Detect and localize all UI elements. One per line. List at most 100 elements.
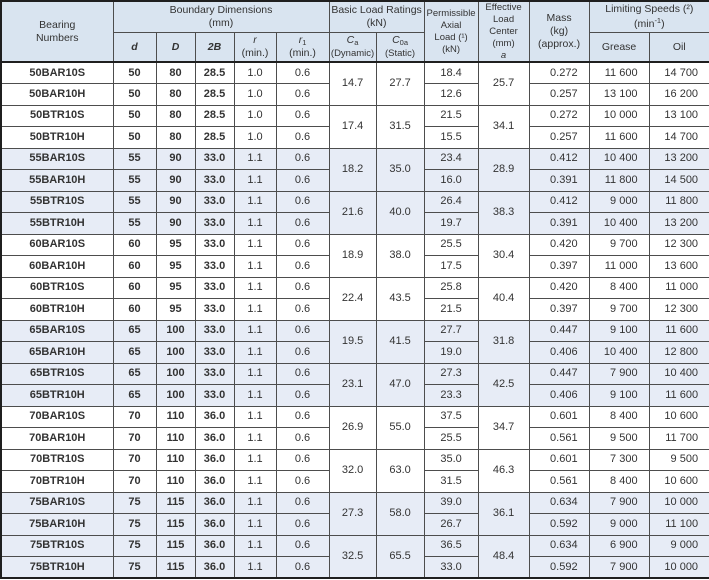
- static-rating: 43.5: [375, 276, 425, 321]
- bearing-number: 70BAR10H: [0, 427, 114, 450]
- speed-oil: 10 600: [648, 405, 709, 429]
- speed-oil: 9 500: [648, 448, 709, 472]
- table-row: 65BAR10S 65 100 33.0 1.1 0.6 19.5 41.5 27.7 31.8 0…: [0, 319, 709, 364]
- mass: 0.272: [528, 104, 590, 128]
- speed-oil: 13 200: [648, 212, 709, 235]
- speed-oil: 13 200: [648, 147, 709, 171]
- dim-r: 1.1: [233, 298, 277, 321]
- dim-D: 115: [155, 534, 196, 558]
- dim-d: 60: [112, 233, 157, 257]
- speed-grease: 8 400: [588, 405, 650, 429]
- speed-oil: 13 100: [648, 104, 709, 128]
- bearing-number: 65BAR10S: [0, 319, 114, 343]
- dim-D: 95: [155, 255, 196, 278]
- speed-grease: 10 400: [588, 212, 650, 235]
- mass: 0.592: [528, 513, 590, 536]
- speed-grease: 7 900: [588, 362, 650, 386]
- dim-r1: 0.6: [275, 83, 330, 106]
- speed-grease: 11 600: [588, 126, 650, 149]
- speed-grease: 13 100: [588, 83, 650, 106]
- table-row: 50BTR10H 50 80 28.5 1.0 0.6 15.5 0.257 11 600 14 …: [0, 126, 709, 149]
- bearing-number: 55BAR10H: [0, 169, 114, 192]
- dim-r: 1.1: [233, 513, 277, 536]
- axial-load: 26.4: [423, 190, 479, 214]
- axial-load: 21.5: [423, 104, 479, 128]
- dim-D: 90: [155, 190, 196, 214]
- mass: 0.257: [528, 83, 590, 106]
- dim-2B: 36.0: [194, 405, 235, 429]
- header-col-oil: Oil: [648, 32, 709, 63]
- dynamic-rating: 17.4: [328, 104, 377, 149]
- axial-load: 36.5: [423, 534, 479, 558]
- speed-oil: 14 500: [648, 169, 709, 192]
- speed-grease: 9 000: [588, 513, 650, 536]
- bearing-number: 50BAR10S: [0, 61, 114, 85]
- dim-2B: 33.0: [194, 362, 235, 386]
- header-col-static: C0a (Static): [375, 32, 425, 63]
- dim-2B: 33.0: [194, 169, 235, 192]
- load-center: 25.7: [477, 61, 530, 106]
- dim-D: 115: [155, 556, 196, 579]
- dim-D: 110: [155, 427, 196, 450]
- dim-r1: 0.6: [275, 255, 330, 278]
- mass: 0.412: [528, 190, 590, 214]
- table-row: 70BAR10S 70 110 36.0 1.1 0.6 26.9 55.0 37.5 34.7 0…: [0, 405, 709, 450]
- header-permissible-axial-load: Permissible Axial Load (¹) (kN): [423, 0, 479, 63]
- bearing-number: 60BTR10S: [0, 276, 114, 300]
- dim-r: 1.1: [233, 169, 277, 192]
- table-row: 55BAR10S 55 90 33.0 1.1 0.6 18.2 35.0 23.4 28.9 0.…: [0, 147, 709, 192]
- dim-D: 90: [155, 147, 196, 171]
- load-center: 34.1: [477, 104, 530, 149]
- dynamic-rating: 23.1: [328, 362, 377, 407]
- mass: 0.592: [528, 556, 590, 579]
- bearing-number: 70BTR10H: [0, 470, 114, 493]
- speed-oil: 14 700: [648, 61, 709, 85]
- header-col-grease: Grease: [588, 32, 650, 63]
- dim-r: 1.1: [233, 427, 277, 450]
- table-row: 55BAR10H 55 90 33.0 1.1 0.6 16.0 0.391 11 800 14 …: [0, 169, 709, 192]
- dynamic-rating: 26.9: [328, 405, 377, 450]
- dim-r1: 0.6: [275, 341, 330, 364]
- dynamic-rating: 32.5: [328, 534, 377, 579]
- bearing-number: 75BTR10H: [0, 556, 114, 579]
- dim-D: 95: [155, 233, 196, 257]
- dim-r1: 0.6: [275, 126, 330, 149]
- dim-r1: 0.6: [275, 362, 330, 386]
- mass: 0.406: [528, 384, 590, 407]
- dim-d: 75: [112, 534, 157, 558]
- mass: 0.561: [528, 470, 590, 493]
- mass: 0.601: [528, 448, 590, 472]
- mass: 0.634: [528, 534, 590, 558]
- dim-r: 1.1: [233, 362, 277, 386]
- axial-load: 39.0: [423, 491, 479, 515]
- mass: 0.391: [528, 212, 590, 235]
- table-row: 70BTR10H 70 110 36.0 1.1 0.6 31.5 0.561 8 400 10 …: [0, 470, 709, 493]
- dynamic-rating: 18.2: [328, 147, 377, 192]
- dim-2B: 33.0: [194, 190, 235, 214]
- table-row: 70BAR10H 70 110 36.0 1.1 0.6 25.5 0.561 9 500 11 …: [0, 427, 709, 450]
- dim-d: 50: [112, 83, 157, 106]
- bearing-number: 60BTR10H: [0, 298, 114, 321]
- dim-r: 1.1: [233, 190, 277, 214]
- bearing-number: 65BTR10S: [0, 362, 114, 386]
- mass: 0.634: [528, 491, 590, 515]
- speed-oil: 14 700: [648, 126, 709, 149]
- mass: 0.406: [528, 341, 590, 364]
- dynamic-rating: 14.7: [328, 61, 377, 106]
- dynamic-rating: 18.9: [328, 233, 377, 278]
- axial-load: 21.5: [423, 298, 479, 321]
- speed-grease: 10 400: [588, 147, 650, 171]
- header-center-lines: Effective Load Center (mm): [485, 2, 522, 49]
- dim-r1: 0.6: [275, 384, 330, 407]
- table-row: 55BTR10S 55 90 33.0 1.1 0.6 21.6 40.0 26.4 38.3 0.…: [0, 190, 709, 235]
- dim-r1: 0.6: [275, 147, 330, 171]
- dim-2B: 28.5: [194, 61, 235, 85]
- mass: 0.601: [528, 405, 590, 429]
- table-row: 65BAR10H 65 100 33.0 1.1 0.6 19.0 0.406 10 400 12…: [0, 341, 709, 364]
- speed-grease: 6 900: [588, 534, 650, 558]
- dim-D: 90: [155, 169, 196, 192]
- dim-d: 50: [112, 104, 157, 128]
- header-center-variable: a: [500, 49, 507, 61]
- speed-grease: 9 500: [588, 427, 650, 450]
- dim-r1: 0.6: [275, 491, 330, 515]
